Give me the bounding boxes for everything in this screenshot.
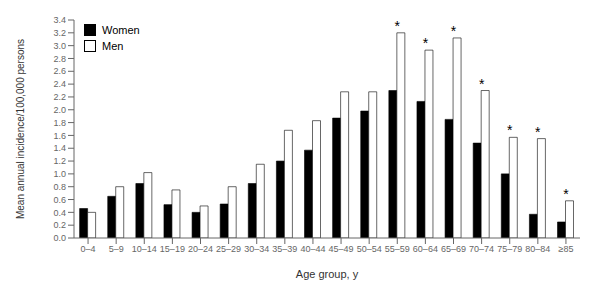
svg-text:0.8: 0.8 xyxy=(53,182,66,192)
svg-text:0.6: 0.6 xyxy=(53,195,66,205)
svg-text:15–19: 15–19 xyxy=(160,244,185,254)
svg-text:1.0: 1.0 xyxy=(53,169,66,179)
svg-text:0.2: 0.2 xyxy=(53,220,66,230)
svg-text:3.0: 3.0 xyxy=(53,41,66,51)
svg-text:50–54: 50–54 xyxy=(357,244,382,254)
svg-text:30–34: 30–34 xyxy=(244,244,269,254)
svg-text:2.4: 2.4 xyxy=(53,79,66,89)
svg-text:*: * xyxy=(423,35,429,51)
html-text:Men: Men xyxy=(102,40,124,52)
svg-text:*: * xyxy=(451,23,457,39)
svg-text:Age group, y: Age group, y xyxy=(296,268,359,280)
svg-text:0.4: 0.4 xyxy=(53,208,66,218)
svg-text:5–9: 5–9 xyxy=(109,244,124,254)
svg-text:25–29: 25–29 xyxy=(216,244,241,254)
svg-text:70–74: 70–74 xyxy=(469,244,494,254)
svg-text:80–84: 80–84 xyxy=(525,244,550,254)
svg-text:*: * xyxy=(507,122,513,138)
svg-text:1.2: 1.2 xyxy=(53,156,66,166)
svg-text:10–14: 10–14 xyxy=(132,244,157,254)
svg-text:2.8: 2.8 xyxy=(53,54,66,64)
svg-text:0.0: 0.0 xyxy=(53,233,66,243)
svg-text:*: * xyxy=(479,76,485,92)
svg-text:75–79: 75–79 xyxy=(497,244,522,254)
svg-text:45–49: 45–49 xyxy=(329,244,354,254)
svg-text:0–4: 0–4 xyxy=(81,244,96,254)
svg-text:2.0: 2.0 xyxy=(53,105,66,115)
svg-text:1.8: 1.8 xyxy=(53,118,66,128)
svg-text:≥85: ≥85 xyxy=(558,244,573,254)
svg-text:40–44: 40–44 xyxy=(300,244,325,254)
svg-text:2.2: 2.2 xyxy=(53,92,66,102)
svg-text:2.6: 2.6 xyxy=(53,66,66,76)
svg-text:20–24: 20–24 xyxy=(188,244,213,254)
svg-text:3.4: 3.4 xyxy=(53,15,66,25)
svg-text:3.2: 3.2 xyxy=(53,28,66,38)
svg-text:*: * xyxy=(563,186,569,202)
svg-text:1.4: 1.4 xyxy=(53,143,66,153)
svg-text:60–64: 60–64 xyxy=(413,244,438,254)
svg-text:*: * xyxy=(395,18,401,34)
svg-text:Mean annual incidence/100,000: Mean annual incidence/100,000 persons xyxy=(15,39,26,219)
svg-text:65–69: 65–69 xyxy=(441,244,466,254)
svg-text:1.6: 1.6 xyxy=(53,131,66,141)
svg-text:35–39: 35–39 xyxy=(272,244,297,254)
html-text:Women: Women xyxy=(102,24,140,36)
svg-text:*: * xyxy=(535,124,541,140)
svg-text:55–59: 55–59 xyxy=(385,244,410,254)
